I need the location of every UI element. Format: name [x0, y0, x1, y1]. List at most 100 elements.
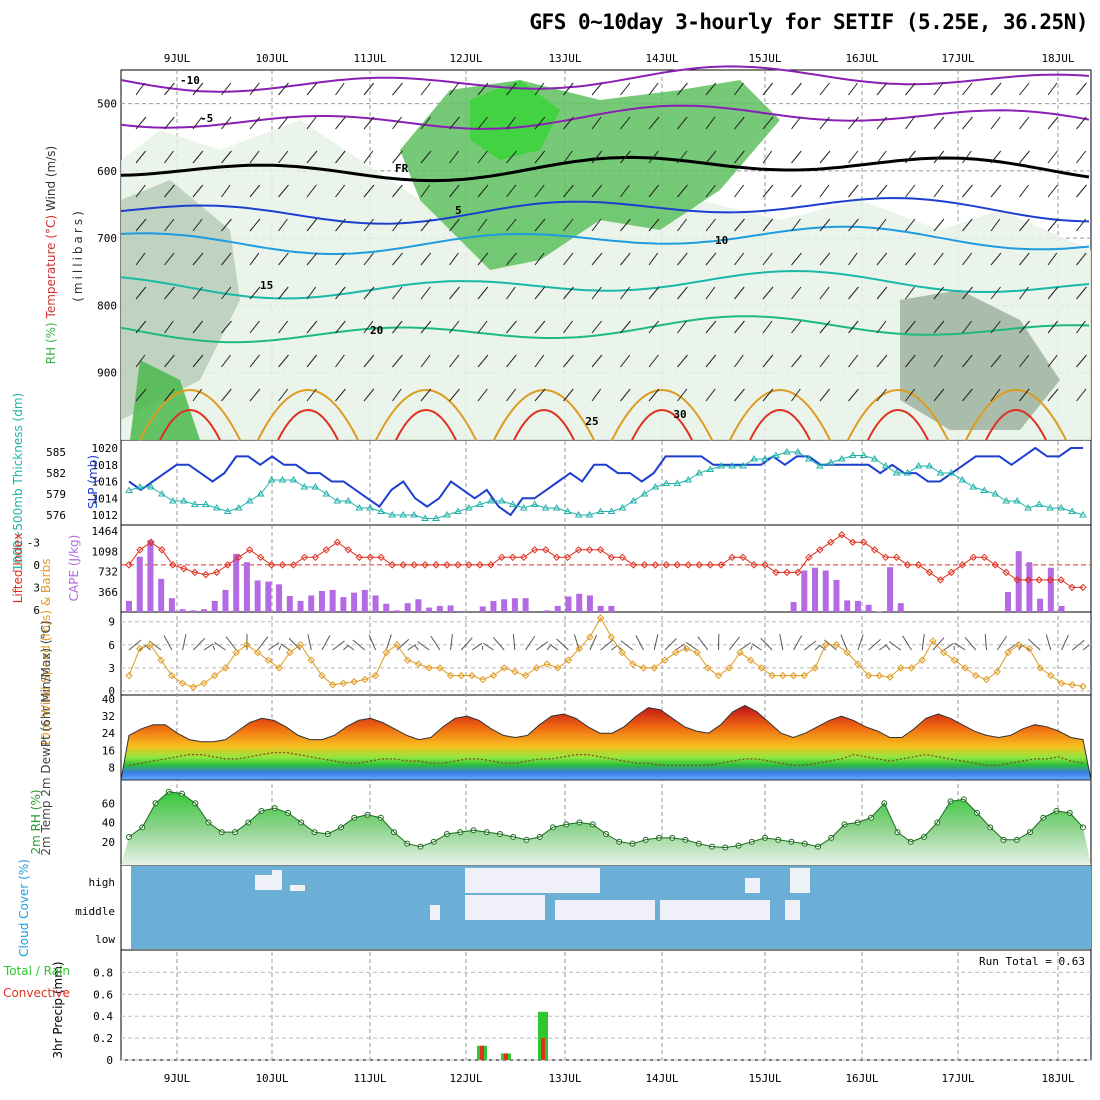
- wind-barb: [563, 82, 574, 96]
- cape-bar: [608, 605, 615, 612]
- isotherm-line: [120, 197, 1090, 225]
- wind-barb: [760, 637, 773, 651]
- wind-barb: [477, 218, 488, 232]
- wind-speed-point: [586, 633, 594, 641]
- wind-barb: [306, 184, 317, 198]
- li-point: [421, 561, 429, 569]
- isotherm-label: 15: [260, 279, 273, 292]
- wind-barb: [791, 286, 802, 300]
- wind-barb: [648, 388, 660, 402]
- wind-barb: [962, 286, 973, 300]
- isotherm-line: [120, 155, 1090, 183]
- wind-barb: [392, 252, 403, 266]
- wind-speed-point: [736, 648, 744, 657]
- wind-barb: [392, 354, 403, 368]
- wind-barb: [591, 252, 603, 266]
- li-point: [147, 538, 155, 546]
- wind-barb: [164, 218, 175, 232]
- wind-barb: [477, 320, 488, 334]
- isotherm-line: [965, 389, 1067, 441]
- wind-speed-point: [436, 664, 444, 672]
- wind-speed-point: [339, 679, 348, 688]
- isotherm-line: [120, 225, 1090, 255]
- cloud-cell: [465, 895, 545, 920]
- wind-barb: [962, 150, 972, 164]
- wind-barb: [591, 184, 603, 198]
- wind-barb: [563, 116, 574, 130]
- isotherm-line: [749, 409, 811, 441]
- wind-tick-label: 9: [108, 616, 115, 629]
- cape-bar: [854, 600, 861, 612]
- wind-barb: [525, 635, 536, 651]
- cape-bar: [458, 610, 465, 612]
- wind-barb: [819, 116, 830, 130]
- wind-speed-point: [468, 671, 476, 680]
- cape-bar: [308, 595, 315, 612]
- wind-barb: [677, 320, 687, 334]
- wind-barb: [420, 388, 432, 402]
- wind-barb: [192, 218, 203, 232]
- wind-barb: [905, 388, 916, 402]
- rh-tick-label: 40: [102, 817, 115, 830]
- cape-bar: [136, 556, 143, 612]
- wind-barb: [1019, 218, 1030, 232]
- wind-barb: [762, 150, 773, 164]
- cape-bar: [1037, 598, 1044, 612]
- wind-barb: [392, 286, 403, 300]
- wind-barb: [449, 150, 460, 164]
- wind-barb: [648, 116, 660, 130]
- wind-barb: [591, 116, 602, 130]
- cape-bar: [447, 605, 454, 612]
- isotherm-line: [120, 65, 1090, 93]
- wind-barb: [933, 252, 944, 266]
- wind-barb: [933, 286, 945, 300]
- temp-tick-label: 40: [102, 693, 115, 706]
- thickness-tick-label: 579: [46, 488, 66, 501]
- cape-bar: [126, 600, 132, 612]
- cloud-ylabel: Cloud Cover (%): [17, 859, 31, 957]
- wind-barb: [611, 644, 618, 651]
- pressure-tick-label: 500: [97, 98, 117, 111]
- wind-barb: [921, 634, 925, 651]
- pressure-tick-label: 700: [97, 232, 117, 245]
- wind-barb: [306, 82, 318, 96]
- wind-barb: [449, 354, 460, 368]
- wind-tick-label: 3: [108, 662, 115, 675]
- wind-barb: [734, 184, 745, 198]
- wind-barb: [449, 252, 459, 266]
- wind-barb: [762, 218, 774, 232]
- date-label-top: 14JUL: [645, 52, 678, 65]
- cape-bar: [522, 598, 529, 612]
- wind-barb: [762, 286, 774, 300]
- wind-barb: [791, 184, 802, 198]
- wind-speed-point: [939, 648, 948, 657]
- wind-barb: [876, 354, 888, 368]
- isotherm-line: [120, 269, 1090, 300]
- wind-barb: [534, 218, 546, 232]
- wind-barb: [791, 218, 801, 232]
- wind-barb: [306, 116, 317, 130]
- wind-barb: [249, 286, 261, 300]
- li-point: [892, 553, 901, 562]
- wind-barb: [563, 150, 573, 164]
- wind-barb: [563, 354, 574, 368]
- precip-convective-bar: [480, 1045, 484, 1060]
- wind-barb: [1047, 286, 1059, 300]
- li-point: [498, 553, 506, 562]
- wind-barb: [192, 184, 204, 198]
- wind-barb: [791, 150, 802, 164]
- wind-barb: [591, 82, 603, 96]
- cape-bar: [511, 598, 518, 612]
- wind-speed-point: [307, 656, 315, 664]
- wind-barb: [306, 218, 318, 232]
- wind-barb: [876, 184, 888, 198]
- wind-barb: [591, 150, 603, 164]
- thickness-point: [1035, 500, 1044, 507]
- wind-barb: [506, 320, 517, 334]
- wind-barb: [563, 252, 574, 266]
- li-point: [618, 553, 627, 562]
- wind-barb: [1076, 320, 1086, 334]
- wind-speed-point: [168, 671, 176, 680]
- wind-barb: [990, 150, 1002, 164]
- li-point: [980, 553, 989, 562]
